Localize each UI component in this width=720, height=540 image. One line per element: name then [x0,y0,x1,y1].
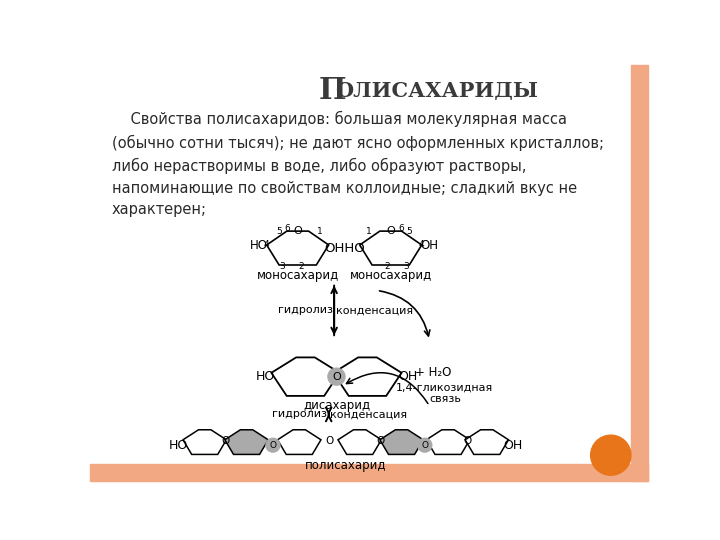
Text: гидролиз: гидролиз [272,409,327,420]
Text: конденсация: конденсация [336,306,413,315]
Text: HO: HO [256,370,275,383]
Polygon shape [465,430,508,455]
Polygon shape [360,231,422,265]
Text: моносахарид: моносахарид [350,268,432,281]
Text: 6: 6 [284,224,289,233]
Text: HO: HO [168,440,188,453]
Bar [90,464,648,481]
Polygon shape [266,231,329,265]
Polygon shape [380,430,423,455]
Text: конденсация: конденсация [330,409,408,420]
Polygon shape [225,430,269,455]
Text: полисахарид: полисахарид [305,458,387,472]
Text: HO: HO [250,239,268,252]
Text: O: O [332,372,341,382]
Text: O: O [377,436,384,447]
Polygon shape [183,430,226,455]
Text: моносахарид: моносахарид [256,268,339,281]
Text: 1: 1 [366,227,372,235]
Text: дисахарид: дисахарид [303,400,370,413]
Text: OH: OH [420,239,438,252]
Polygon shape [426,430,469,455]
Text: 1: 1 [317,227,323,235]
Text: 4: 4 [264,240,269,249]
Text: 4: 4 [419,240,425,249]
Text: OH: OH [398,370,418,383]
Text: O: O [421,441,428,450]
Circle shape [328,368,345,385]
Text: O: O [463,436,472,447]
Polygon shape [277,430,321,455]
Polygon shape [271,357,340,396]
Text: 3: 3 [279,262,285,271]
Bar [631,65,648,481]
Text: O: O [387,226,395,236]
Text: гидролиз: гидролиз [278,306,333,315]
Text: Свойства полисахаридов: большая молекулярная масса
(обычно сотни тысяч); не дают: Свойства полисахаридов: большая молекуля… [112,111,603,217]
Text: O: O [222,436,230,447]
Text: O: O [325,436,333,447]
Circle shape [418,438,432,452]
Text: OHHO: OHHO [324,241,364,254]
Text: O: O [269,441,276,450]
Polygon shape [333,357,402,396]
Text: + H₂O: + H₂O [415,366,451,379]
Text: 2: 2 [384,262,390,271]
Text: O: O [293,226,302,236]
Text: OH: OH [503,440,523,453]
Circle shape [590,435,631,475]
Text: 5: 5 [406,227,412,235]
Polygon shape [338,430,382,455]
Text: 6: 6 [399,224,405,233]
Text: 1,4-гликозидная
связь: 1,4-гликозидная связь [396,383,494,404]
Text: П: П [319,76,346,105]
Text: ОЛИСАХАРИДЫ: ОЛИСАХАРИДЫ [335,81,538,101]
Text: 3: 3 [403,262,409,271]
Circle shape [266,438,280,452]
Text: 5: 5 [276,227,282,235]
Text: 2: 2 [299,262,305,271]
